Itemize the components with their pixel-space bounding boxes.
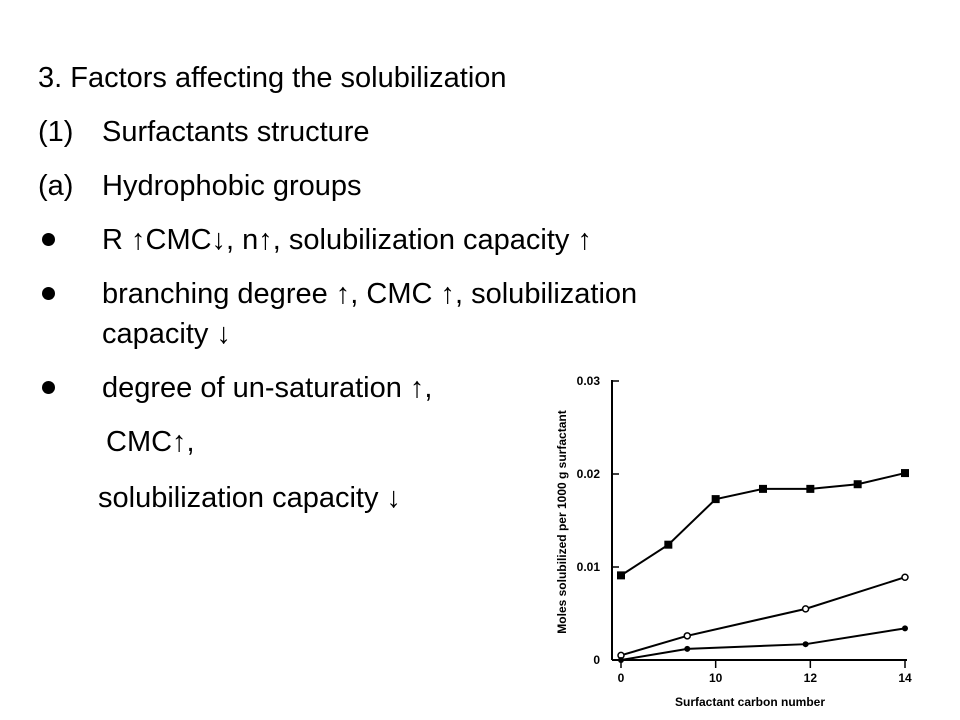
bullet-dot [42,233,55,246]
bullet-text: capacity ↓ [102,318,231,350]
y-axis-label: Moles solubilized per 1000 g surfactant [555,410,569,633]
point [617,571,625,580]
point [759,484,767,493]
list-text: Hydrophobic groups [102,170,362,202]
y-tick-label: 0.01 [577,560,601,574]
point [664,540,673,549]
point [684,645,691,652]
series-line [620,576,906,657]
y-tick-label: 0 [593,653,600,667]
bullet-text: R ↑CMC↓, n↑, solubilization capacity ↑ [102,224,592,256]
bullet-text: degree of un-saturation ↑, [102,372,433,404]
point [683,632,692,640]
point [618,657,624,663]
point [901,469,909,478]
list-marker: (a) [38,170,74,202]
point [801,605,810,613]
list-marker: (1) [38,116,74,148]
list-text: Surfactants structure [102,116,370,148]
x-tick-label: 12 [804,671,818,685]
x-axis-label: Surfactant carbon number [675,695,825,709]
point [802,641,809,648]
series-line [620,627,906,661]
x-tick-label: 14 [898,671,912,685]
bullet-dot [42,287,55,300]
point [853,480,862,489]
y-tick-label: 0.03 [577,374,601,388]
bullet-text: CMC↑, [106,426,195,458]
point [902,625,908,632]
x-tick-label: 10 [709,671,723,685]
bullet-text: solubilization capacity ↓ [98,482,402,514]
y-tick-label: 0.02 [577,467,601,481]
x-tick-label: 0 [618,671,625,685]
bullet-dot [42,381,55,394]
point [711,495,720,504]
point [901,573,909,581]
bullet-text: branching degree ↑, CMC ↑, solubilizatio… [102,278,638,310]
heading: 3. Factors affecting the solubilization [38,62,507,94]
point [806,484,815,493]
